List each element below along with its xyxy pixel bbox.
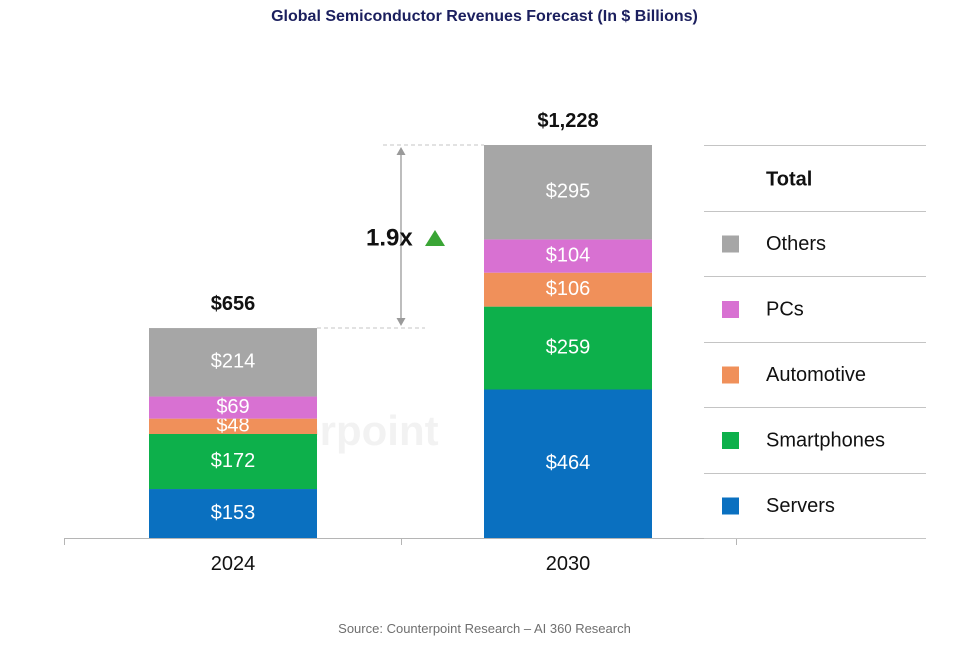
segment-servers-2030 (484, 389, 652, 538)
legend-label-pcs: PCs (766, 298, 804, 320)
data-label-servers-2024: $153 (211, 502, 256, 524)
data-label-pcs-2024: $69 (216, 396, 249, 418)
data-label-pcs-2030: $104 (546, 244, 591, 266)
growth-annotation: 1.9x (317, 144, 484, 329)
segment-smartphones-2024 (149, 433, 317, 490)
legend-label-automotive: Automotive (766, 364, 866, 386)
segment-others-2024 (149, 328, 317, 397)
data-label-others-2030: $295 (546, 180, 591, 202)
up-triangle-icon (425, 230, 445, 246)
arrowhead-up-icon (396, 147, 406, 155)
legend-swatch-smartphones (722, 432, 739, 449)
segment-pcs-2024 (149, 396, 317, 419)
segment-automotive-2030 (484, 272, 652, 307)
legend-item-pcs: PCs (722, 298, 804, 320)
legend-item-automotive: Automotive (722, 364, 866, 386)
segment-servers-2024 (149, 489, 317, 538)
segment-pcs-2030 (484, 239, 652, 273)
x-axis: 2024 2030 (64, 538, 925, 575)
legend-swatch-others (722, 235, 739, 253)
x-tick-label-2024: 2024 (211, 553, 256, 575)
segment-automotive-2024 (149, 418, 317, 434)
chart-title: Global Semiconductor Revenues Forecast (… (271, 8, 698, 25)
data-label-smartphones-2030: $259 (546, 336, 591, 358)
data-label-smartphones-2024: $172 (211, 450, 256, 472)
segment-others-2030 (484, 145, 652, 240)
data-label-automotive-2024: $48 (216, 415, 249, 437)
legend-item-others: Others (722, 233, 826, 255)
x-tick-label-2030: 2030 (546, 553, 591, 575)
bars-layer: $153 $172 $48$69 $214 $656 $464 $259 $106 $104 $2… (149, 110, 652, 538)
source-note: Source: Counterpoint Research – AI 360 R… (338, 621, 631, 636)
legend-label-smartphones: Smartphones (766, 429, 885, 451)
data-label-servers-2030: $464 (546, 452, 591, 474)
legend: Total Others PCs Automotive Smartphones Serve… (704, 145, 926, 539)
total-label-2030: $1,228 (537, 110, 598, 132)
total-label-2024: $656 (211, 293, 256, 315)
legend-item-smartphones: Smartphones (722, 429, 885, 451)
legend-swatch-pcs (722, 301, 739, 318)
legend-swatch-servers (722, 497, 739, 515)
segment-smartphones-2030 (484, 306, 652, 390)
arrowhead-down-icon (396, 318, 406, 327)
legend-item-servers: Servers (722, 495, 835, 517)
bar-2030: $464 $259 $106 $104 $295 $1,228 (484, 110, 652, 538)
bar-2024: $153 $172 $48$69 $214 $656 (149, 293, 317, 538)
growth-multiplier-label: 1.9x (366, 224, 413, 251)
legend-label-others: Others (766, 233, 826, 255)
legend-header: Total (766, 168, 812, 190)
data-label-automotive-2030: $106 (546, 278, 591, 300)
legend-swatch-automotive (722, 366, 739, 384)
data-label-others-2024: $214 (211, 351, 256, 373)
legend-label-servers: Servers (766, 495, 835, 517)
